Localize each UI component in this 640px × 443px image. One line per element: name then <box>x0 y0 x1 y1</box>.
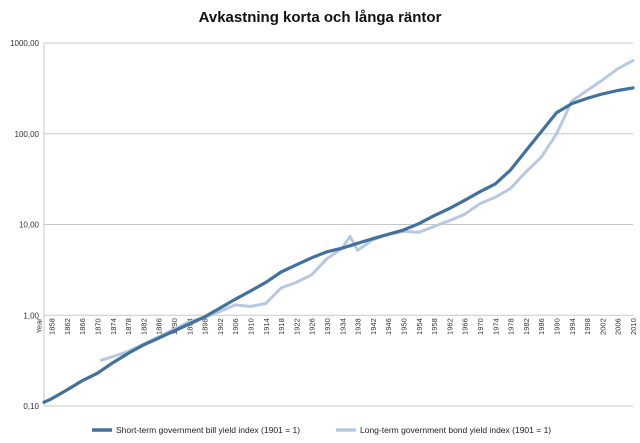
x-tick-label: 1978 <box>507 318 516 335</box>
y-tick-label: 0,10 <box>23 402 39 411</box>
series-line-long-term <box>99 59 635 362</box>
x-tick-label: 1882 <box>139 318 148 335</box>
x-tick-label: 1974 <box>491 318 500 335</box>
x-tick-label: 1950 <box>400 318 409 335</box>
x-tick-label: 2010 <box>629 318 638 335</box>
x-tick-label: 1902 <box>216 318 225 335</box>
legend-item-long-term: Long-term government bond yield index (1… <box>360 425 551 435</box>
legend: Short-term government bill yield index (… <box>92 425 551 435</box>
x-tick-label: 1866 <box>78 318 87 335</box>
x-tick-label: 2002 <box>598 318 607 335</box>
x-tick-label: 1998 <box>583 318 592 335</box>
x-tick-labels: Year 1858 1862 1866 1870 1874 1878 1882 1886 1890… <box>34 318 638 335</box>
x-tick-label: 1878 <box>124 318 133 335</box>
x-tick-label: 1898 <box>201 318 210 335</box>
x-tick-label: 1962 <box>445 318 454 335</box>
x-tick-label: 1858 <box>48 318 57 335</box>
x-tick-label: 1990 <box>553 318 562 335</box>
x-tick-label: 1958 <box>430 318 439 335</box>
y-tick-label: 10,00 <box>19 221 40 230</box>
x-tick-label: 1886 <box>155 318 164 335</box>
x-tick-label: 1930 <box>323 318 332 335</box>
x-tick-label: 1874 <box>109 318 118 335</box>
y-tick-labels: 0,10 1,00 10,00 100,00 1000,00 <box>10 39 39 411</box>
chart-title: Avkastning korta och långa räntor <box>199 9 442 26</box>
x-tick-label: 1986 <box>537 318 546 335</box>
x-tick-label: 1890 <box>170 318 179 335</box>
x-tick-label: 1934 <box>338 318 347 335</box>
x-tick-label: 1942 <box>369 318 378 335</box>
x-tick-label: 1966 <box>461 318 470 335</box>
x-tick-label: 1914 <box>262 318 271 335</box>
x-tick-label: 2006 <box>614 318 623 335</box>
legend-item-short-term: Short-term government bill yield index (… <box>116 425 300 435</box>
y-tick-label: 1000,00 <box>10 39 39 48</box>
series-lines <box>42 59 635 404</box>
x-tick-label: 1938 <box>354 318 363 335</box>
x-tick-label: 1918 <box>277 318 286 335</box>
x-tick-label: 1910 <box>247 318 256 335</box>
x-tick-label: 1870 <box>94 318 103 335</box>
x-tick-label: 1970 <box>476 318 485 335</box>
x-tick-label: 1994 <box>568 318 577 335</box>
x-tick-label: 1894 <box>185 318 194 335</box>
x-tick-label: 1926 <box>308 318 317 335</box>
y-tick-label: 1,00 <box>23 311 39 320</box>
x-tick-label: Year <box>34 318 43 334</box>
series-line-short-term <box>42 86 635 404</box>
x-tick-label: 1906 <box>231 318 240 335</box>
x-tick-label: 1922 <box>292 318 301 335</box>
y-tick-label: 100,00 <box>15 130 40 139</box>
x-tick-label: 1946 <box>384 318 393 335</box>
x-tick-label: 1954 <box>415 318 424 335</box>
x-tick-label: 1862 <box>63 318 72 335</box>
gridlines <box>43 42 633 407</box>
x-tick-label: 1982 <box>522 318 531 335</box>
